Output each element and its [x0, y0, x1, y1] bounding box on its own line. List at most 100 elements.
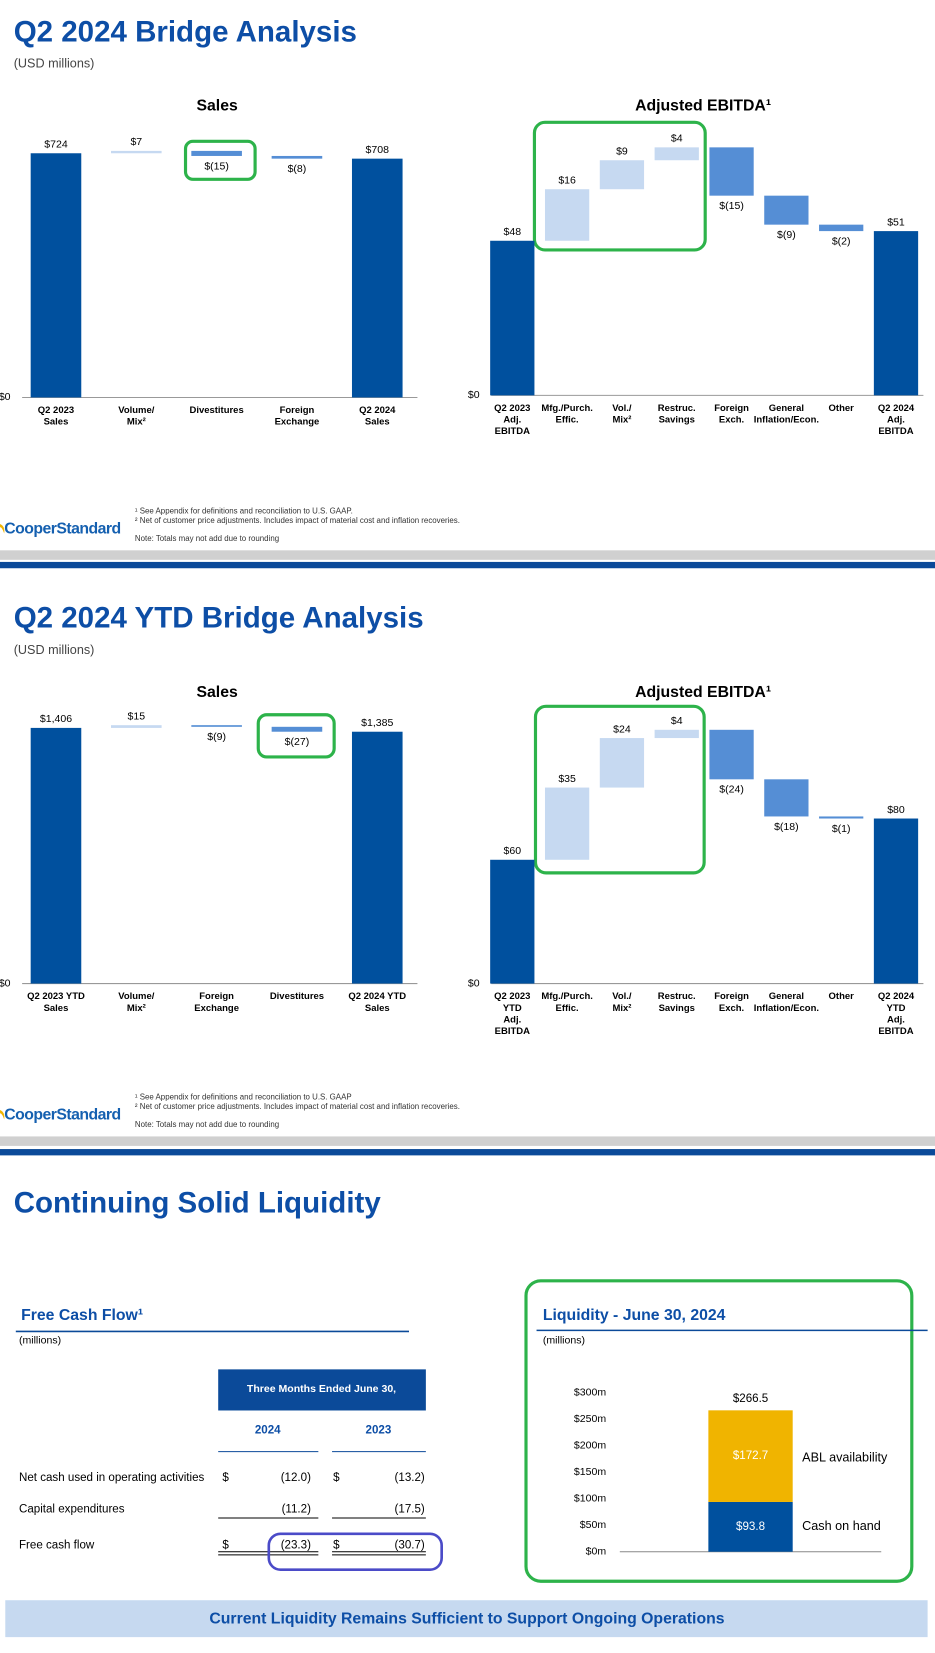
bar: [30, 153, 82, 398]
x-tick-label: Volume/Mix²: [118, 991, 154, 1014]
value-label: $(9): [777, 229, 796, 241]
x-tick-label: Q2 2024 Adj. EBITDA: [878, 403, 915, 437]
row-label: Capital expenditures: [19, 1504, 125, 1516]
note: Note: Totals may not add due to rounding: [135, 534, 279, 543]
cell: (23.3): [281, 1539, 311, 1551]
value-label: $16: [558, 175, 576, 187]
y-tick-label: $0: [0, 391, 11, 403]
bar: [490, 859, 535, 984]
value-label: $7: [130, 136, 142, 148]
x-tick-label: Q2 2023 YTD Sales: [27, 991, 85, 1014]
highlight-box: [524, 1279, 914, 1583]
y-tick-label: $250m: [574, 1413, 606, 1425]
x-tick-label: Volume/Mix²: [118, 405, 154, 428]
column-header: 2024: [255, 1425, 281, 1437]
x-tick-label: General Inflation/Econ.: [754, 991, 819, 1014]
value-label: $1,385: [361, 717, 393, 729]
bar-segment: [708, 1410, 793, 1502]
y-tick-label: $50m: [580, 1519, 607, 1531]
bar: [764, 779, 809, 817]
bar: [191, 725, 242, 727]
x-tick-label: Divestitures: [270, 991, 324, 1002]
row-label: Free cash flow: [19, 1539, 95, 1551]
separator: [0, 1136, 935, 1146]
bar: [490, 240, 535, 396]
cell: (12.0): [281, 1472, 311, 1484]
bar: [599, 738, 645, 788]
separator: [0, 1149, 935, 1156]
logo: CooperStandard: [4, 520, 120, 537]
value-label: $15: [128, 711, 146, 723]
banner: Current Liquidity Remains Sufficient to …: [209, 1610, 724, 1627]
column-header: 2023: [366, 1425, 392, 1437]
x-tick-label: Mfg./Purch. Effic.: [541, 991, 593, 1014]
highlight-box: [533, 704, 706, 875]
value-label: $35: [558, 773, 576, 785]
bar: [191, 150, 242, 156]
cell: (13.2): [395, 1472, 425, 1484]
bar: [709, 729, 754, 780]
y-tick-label: $200m: [574, 1439, 606, 1451]
chart-title: Sales: [196, 684, 237, 701]
value-label: $(8): [288, 163, 307, 175]
table-unit: (millions): [19, 1335, 61, 1347]
slide-title: Q2 2024 YTD Bridge Analysis: [14, 602, 424, 635]
highlight-box: [256, 713, 336, 759]
value-label: $60: [504, 845, 522, 857]
cell: (11.2): [282, 1504, 312, 1516]
chart-title: Adjusted EBITDA¹: [635, 98, 771, 115]
note: Note: Totals may not add due to rounding: [135, 1120, 279, 1129]
x-tick-label: Restruc. Savings: [658, 403, 696, 426]
bar: [544, 787, 590, 860]
y-tick-label: $0m: [586, 1546, 607, 1558]
x-tick-label: Q2 2023 Sales: [38, 405, 74, 428]
y-tick-label: $150m: [574, 1466, 606, 1478]
value-label: $724: [44, 139, 68, 151]
logo-mark: [0, 1110, 5, 1120]
cell: $: [333, 1539, 340, 1551]
value-label: $(15): [204, 160, 229, 172]
table-header: Three Months Ended June 30,: [247, 1383, 396, 1395]
y-tick-label: $0: [468, 389, 480, 401]
x-tick-label: General Inflation/Econ.: [754, 403, 819, 426]
x-tick-label: Q2 2024 YTD Sales: [348, 991, 406, 1014]
value-label: $4: [671, 715, 683, 727]
x-tick-label: Foreign Exchange: [275, 405, 320, 428]
bar: [819, 224, 864, 232]
double-rule: [218, 1551, 426, 1556]
value-label: $80: [887, 804, 905, 816]
value-label: $(9): [207, 731, 226, 743]
bar: [654, 147, 699, 161]
chart-title: Liquidity - June 30, 2024: [543, 1307, 726, 1324]
x-tick-label: Other: [829, 403, 855, 414]
bar: [271, 155, 323, 159]
separator: [0, 550, 935, 560]
bar: [110, 150, 162, 154]
highlight-box: [532, 120, 707, 252]
chart-subtitle: (millions): [543, 1335, 585, 1347]
row-label: Net cash used in operating activities: [19, 1472, 205, 1484]
bar: [764, 195, 809, 225]
chart-title: Adjusted EBITDA¹: [635, 684, 771, 701]
bar-segment: [708, 1501, 793, 1552]
bar: [654, 729, 699, 739]
slide-subtitle: (USD millions): [14, 643, 95, 657]
slide-title: Continuing Solid Liquidity: [14, 1187, 382, 1220]
cell: $: [333, 1472, 340, 1484]
footnote: ¹ See Appendix for definitions and recon…: [135, 506, 353, 515]
value-label: $93.8: [736, 1521, 765, 1533]
x-tick-label: Foreign Exch.: [714, 403, 749, 426]
bar: [544, 189, 590, 241]
banner-box: [5, 1600, 928, 1638]
bar: [351, 158, 403, 398]
highlight-box: [183, 139, 257, 181]
y-tick-label: $0: [468, 977, 480, 989]
bar: [110, 725, 162, 728]
cell: (30.7): [395, 1539, 425, 1551]
table-header-box: [218, 1369, 426, 1411]
total-label: $266.5: [733, 1393, 768, 1405]
x-tick-label: Other: [829, 991, 855, 1002]
value-label: $48: [504, 226, 522, 238]
value-label: $(27): [285, 736, 310, 748]
